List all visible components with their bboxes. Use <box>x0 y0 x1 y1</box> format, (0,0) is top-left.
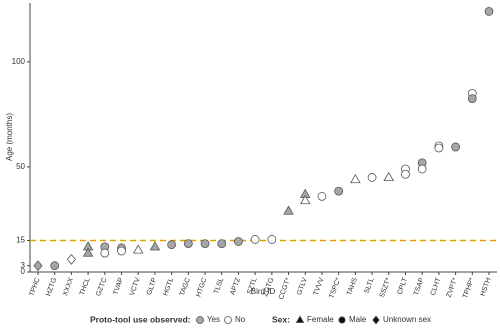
legend-label: No <box>235 315 246 324</box>
legend-label: Female <box>307 315 334 324</box>
marker <box>401 169 410 179</box>
marker <box>234 237 243 246</box>
marker <box>350 173 361 184</box>
x-tick-label: TSPC* <box>328 277 342 300</box>
marker <box>417 164 427 174</box>
marker <box>33 260 43 272</box>
y-tick-label: 15 <box>16 236 25 245</box>
x-tick-label: HSTH <box>480 277 493 297</box>
legend-marker <box>372 315 380 325</box>
legend-label: Unknown sex <box>383 315 431 324</box>
marker <box>200 239 210 249</box>
x-axis-label: Bird ID <box>251 287 276 296</box>
x-tick-label: TVVV <box>313 277 326 297</box>
x-tick-label: GTLV <box>296 277 309 296</box>
y-tick-label: 3 <box>21 261 26 270</box>
x-tick-label: SSZT* <box>379 277 393 299</box>
marker <box>283 205 294 215</box>
legend-label: Yes <box>207 315 220 324</box>
legend-marker <box>295 315 305 323</box>
marker <box>50 261 60 271</box>
x-tick-label: CCGT* <box>278 277 292 301</box>
marker <box>383 171 395 182</box>
marker <box>82 247 94 257</box>
marker <box>100 248 110 258</box>
marker <box>183 239 193 249</box>
legend-title: Proto-tool use observed: <box>90 314 191 324</box>
x-tick-label: TVAP <box>112 277 125 296</box>
marker <box>451 142 460 152</box>
marker <box>167 240 177 250</box>
legend-marker <box>224 316 232 324</box>
x-tick-label: TAHS <box>346 277 359 297</box>
x-tick-label: APTZ <box>229 276 242 296</box>
y-tick-label: 0 <box>21 267 26 276</box>
x-tick-label: THCL <box>79 277 92 297</box>
marker <box>467 94 477 104</box>
legend-title: Sex: <box>272 314 290 324</box>
x-tick-label: SLTL <box>364 277 376 295</box>
marker <box>267 235 277 244</box>
x-tick-label: TPHC <box>29 277 42 297</box>
x-tick-label: HGTL <box>162 277 175 297</box>
y-axis-label: Age (months) <box>5 113 14 161</box>
x-tick-label: XXXX <box>62 277 75 297</box>
marker <box>367 173 377 182</box>
x-tick-label: TSAP <box>413 277 426 297</box>
legend-label: Male <box>349 315 367 324</box>
x-tick-label: TLSL <box>213 277 225 295</box>
marker <box>149 241 161 251</box>
x-tick-label: TPHP* <box>462 277 476 300</box>
marker <box>434 143 444 153</box>
x-tick-label: CLHT <box>430 276 443 296</box>
x-tick-label: HZTG <box>45 277 58 297</box>
marker <box>299 194 311 205</box>
x-tick-label: VCTV <box>129 277 142 297</box>
x-tick-label: TAGC <box>179 277 192 297</box>
x-tick-label: GLTP <box>146 277 159 296</box>
marker <box>66 253 76 265</box>
marker <box>334 186 344 196</box>
x-tick-label: ZVPT* <box>446 277 460 299</box>
marker <box>250 235 260 244</box>
y-tick-label: 100 <box>12 57 26 66</box>
y-tick-label: 50 <box>16 162 25 171</box>
marker <box>117 246 126 256</box>
x-tick-label: GZTC <box>95 277 108 297</box>
marker <box>317 191 327 201</box>
x-tick-label: HTGC <box>195 277 208 298</box>
legend-marker <box>338 316 346 324</box>
marker <box>132 244 144 254</box>
marker <box>217 239 227 249</box>
legend-marker <box>196 316 204 324</box>
x-tick-label: CPLT <box>397 276 410 295</box>
marker <box>484 7 494 16</box>
